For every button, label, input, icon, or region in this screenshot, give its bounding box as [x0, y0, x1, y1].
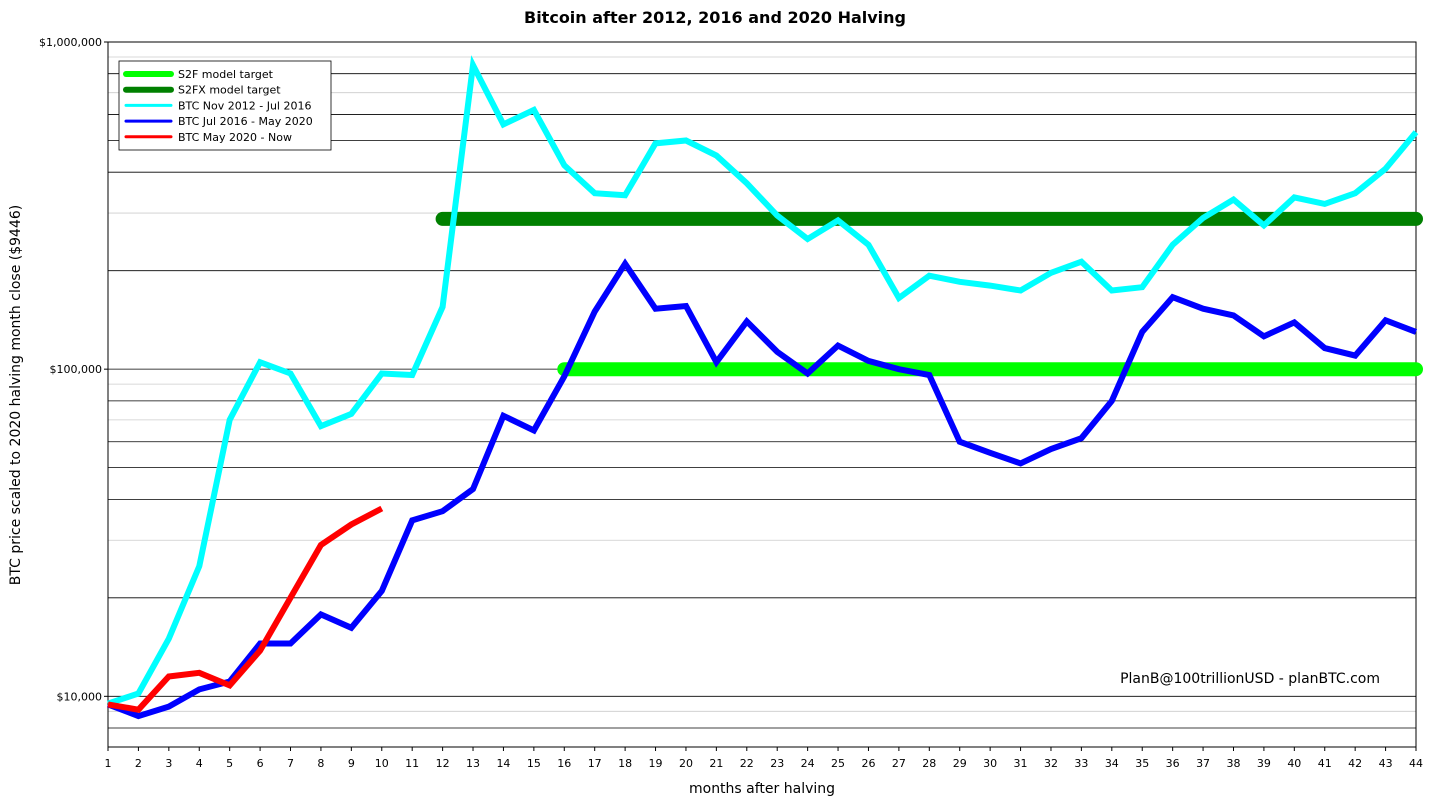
x-tick-label: 30	[983, 757, 997, 770]
x-tick-label: 33	[1074, 757, 1088, 770]
x-axis-ticks: 1 2 3 4 5 6 7 8 9 10 11 12 13 14 15 16 17 18 19 20 21 22 23 24 2…	[105, 747, 1423, 770]
x-tick-label: 43	[1379, 757, 1393, 770]
x-tick-label: 15	[527, 757, 541, 770]
x-tick-label: 36	[1166, 757, 1180, 770]
series-line-3	[107, 55, 1419, 707]
x-tick-label: 10	[375, 757, 389, 770]
legend-label-1: S2F model target	[178, 68, 274, 81]
x-tick-label: 23	[770, 757, 784, 770]
x-tick-label: 11	[405, 757, 419, 770]
x-tick-label: 34	[1105, 757, 1119, 770]
x-tick-label: 21	[709, 757, 723, 770]
legend-label-5: BTC May 2020 - Now	[178, 131, 292, 144]
x-tick-label: 1	[105, 757, 112, 770]
x-tick-label: 41	[1318, 757, 1332, 770]
y-tick-label: $100,000	[50, 363, 103, 376]
chart-title: Bitcoin after 2012, 2016 and 2020 Halvin…	[524, 8, 906, 27]
x-tick-label: 28	[922, 757, 936, 770]
x-tick-label: 29	[953, 757, 967, 770]
credit-annotation: PlanB@100trillionUSD - planBTC.com	[1120, 671, 1380, 687]
x-tick-label: 7	[287, 757, 294, 770]
x-tick-label: 9	[348, 757, 355, 770]
x-tick-label: 18	[618, 757, 632, 770]
x-tick-label: 39	[1257, 757, 1271, 770]
x-tick-label: 37	[1196, 757, 1210, 770]
x-axis-label: months after halving	[689, 781, 835, 797]
x-tick-label: 6	[257, 757, 264, 770]
series-lines	[106, 55, 1423, 720]
x-tick-label: 26	[861, 757, 875, 770]
x-tick-label: 14	[496, 757, 510, 770]
x-tick-label: 2	[135, 757, 142, 770]
x-tick-label: 38	[1226, 757, 1240, 770]
x-tick-label: 44	[1409, 757, 1423, 770]
y-tick-label: $10,000	[57, 690, 103, 703]
series-line-5	[107, 505, 384, 713]
legend-label-4: BTC Jul 2016 - May 2020	[178, 115, 313, 128]
x-tick-label: 25	[831, 757, 845, 770]
series-line-4	[106, 258, 1418, 720]
x-tick-label: 42	[1348, 757, 1362, 770]
x-tick-label: 17	[588, 757, 602, 770]
x-tick-label: 4	[196, 757, 203, 770]
x-tick-label: 40	[1287, 757, 1301, 770]
x-tick-label: 5	[226, 757, 233, 770]
y-tick-label: $1,000,000	[39, 36, 102, 49]
legend-label-3: BTC Nov 2012 - Jul 2016	[178, 99, 311, 112]
plot-area-frame	[107, 41, 1417, 748]
x-tick-label: 16	[557, 757, 571, 770]
y-axis-label: BTC price scaled to 2020 halving month c…	[8, 205, 24, 585]
x-tick-label: 8	[317, 757, 324, 770]
legend: S2F model target S2FX model target BTC Nov…	[118, 60, 332, 151]
x-tick-label: 19	[649, 757, 663, 770]
x-tick-label: 22	[740, 757, 754, 770]
x-tick-label: 13	[466, 757, 480, 770]
x-tick-label: 3	[165, 757, 172, 770]
y-axis-ticks: $10,000 $100,000 $1,000,000	[39, 36, 108, 703]
x-tick-label: 12	[436, 757, 450, 770]
x-tick-label: 31	[1014, 757, 1028, 770]
x-tick-label: 20	[679, 757, 693, 770]
x-tick-label: 35	[1135, 757, 1149, 770]
x-tick-label: 24	[801, 757, 815, 770]
x-tick-label: 27	[892, 757, 906, 770]
x-tick-label: 32	[1044, 757, 1058, 770]
legend-label-2: S2FX model target	[178, 84, 281, 97]
